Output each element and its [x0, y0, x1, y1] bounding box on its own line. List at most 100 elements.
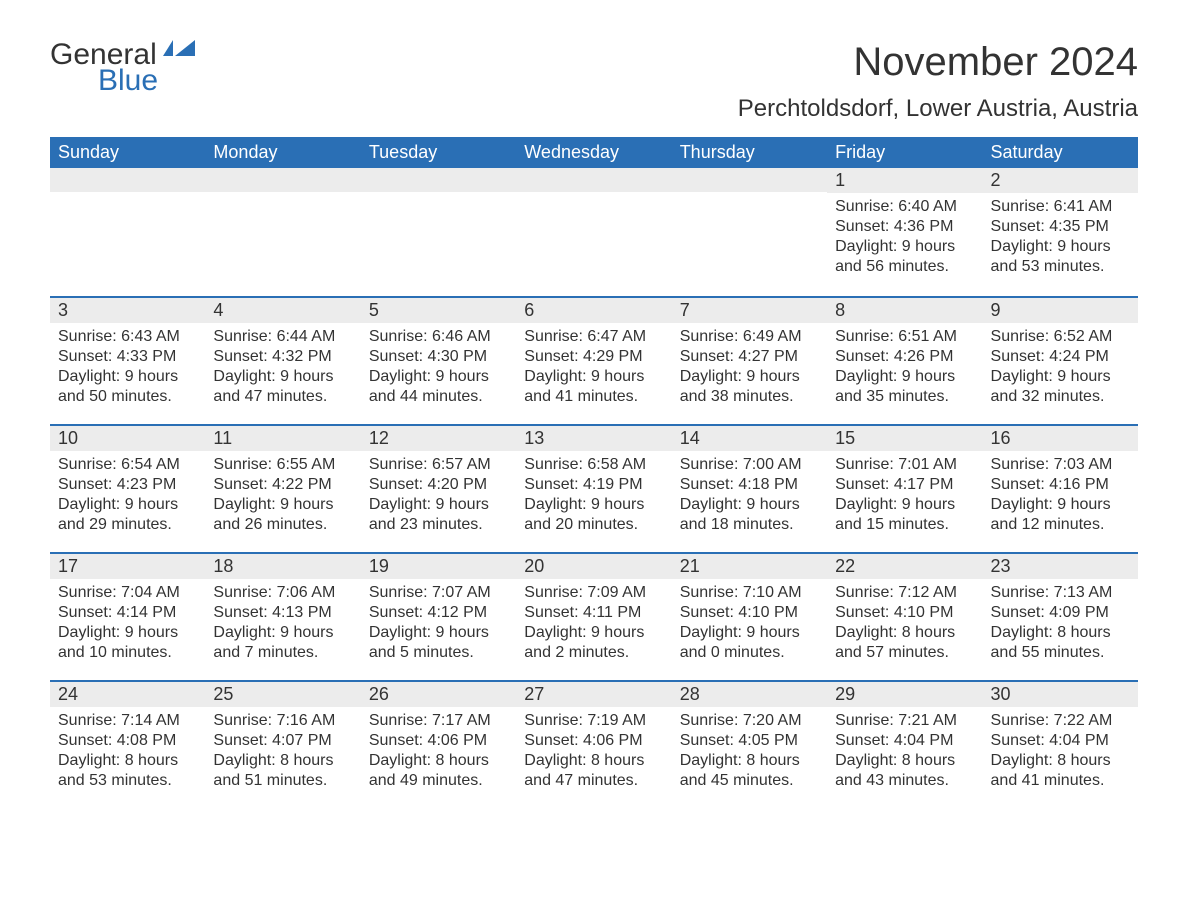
- day-body: Sunrise: 6:47 AMSunset: 4:29 PMDaylight:…: [516, 323, 671, 419]
- day-number: 21: [672, 554, 827, 579]
- page-header: General Blue November 2024 Perchtoldsdor…: [50, 40, 1138, 123]
- day-body: Sunrise: 6:52 AMSunset: 4:24 PMDaylight:…: [983, 323, 1138, 419]
- day-cell: 29Sunrise: 7:21 AMSunset: 4:04 PMDayligh…: [827, 682, 982, 808]
- day-cell: 4Sunrise: 6:44 AMSunset: 4:32 PMDaylight…: [205, 298, 360, 424]
- day-number: [516, 168, 671, 192]
- daylight-line: Daylight: 9 hours and 2 minutes.: [524, 623, 663, 663]
- daylight-line: Daylight: 9 hours and 32 minutes.: [991, 367, 1130, 407]
- day-number: 13: [516, 426, 671, 451]
- sunset-line: Sunset: 4:26 PM: [835, 347, 974, 367]
- day-number: 29: [827, 682, 982, 707]
- day-body: Sunrise: 7:16 AMSunset: 4:07 PMDaylight:…: [205, 707, 360, 803]
- logo-flag-icon: [163, 40, 197, 64]
- day-number: 22: [827, 554, 982, 579]
- location-subtitle: Perchtoldsdorf, Lower Austria, Austria: [738, 95, 1138, 123]
- sunrise-line: Sunrise: 6:52 AM: [991, 327, 1130, 347]
- day-cell: [361, 168, 516, 296]
- day-body: Sunrise: 6:51 AMSunset: 4:26 PMDaylight:…: [827, 323, 982, 419]
- daylight-line: Daylight: 8 hours and 49 minutes.: [369, 751, 508, 791]
- day-cell: 6Sunrise: 6:47 AMSunset: 4:29 PMDaylight…: [516, 298, 671, 424]
- day-cell: 11Sunrise: 6:55 AMSunset: 4:22 PMDayligh…: [205, 426, 360, 552]
- sunrise-line: Sunrise: 7:06 AM: [213, 583, 352, 603]
- sunset-line: Sunset: 4:18 PM: [680, 475, 819, 495]
- sunset-line: Sunset: 4:14 PM: [58, 603, 197, 623]
- day-cell: 14Sunrise: 7:00 AMSunset: 4:18 PMDayligh…: [672, 426, 827, 552]
- daylight-line: Daylight: 8 hours and 53 minutes.: [58, 751, 197, 791]
- day-body: Sunrise: 7:03 AMSunset: 4:16 PMDaylight:…: [983, 451, 1138, 547]
- day-number: 7: [672, 298, 827, 323]
- daylight-line: Daylight: 9 hours and 29 minutes.: [58, 495, 197, 535]
- day-body: Sunrise: 7:13 AMSunset: 4:09 PMDaylight:…: [983, 579, 1138, 675]
- day-body: Sunrise: 7:14 AMSunset: 4:08 PMDaylight:…: [50, 707, 205, 803]
- day-number: 24: [50, 682, 205, 707]
- day-body: Sunrise: 7:17 AMSunset: 4:06 PMDaylight:…: [361, 707, 516, 803]
- sunrise-line: Sunrise: 7:10 AM: [680, 583, 819, 603]
- daylight-line: Daylight: 9 hours and 0 minutes.: [680, 623, 819, 663]
- day-number: 17: [50, 554, 205, 579]
- day-cell: 9Sunrise: 6:52 AMSunset: 4:24 PMDaylight…: [983, 298, 1138, 424]
- sunset-line: Sunset: 4:29 PM: [524, 347, 663, 367]
- day-body: Sunrise: 7:10 AMSunset: 4:10 PMDaylight:…: [672, 579, 827, 675]
- daylight-line: Daylight: 9 hours and 12 minutes.: [991, 495, 1130, 535]
- day-cell: [672, 168, 827, 296]
- sunrise-line: Sunrise: 6:47 AM: [524, 327, 663, 347]
- day-number: 2: [983, 168, 1138, 193]
- day-body: Sunrise: 7:22 AMSunset: 4:04 PMDaylight:…: [983, 707, 1138, 803]
- week-row: 10Sunrise: 6:54 AMSunset: 4:23 PMDayligh…: [50, 424, 1138, 552]
- day-body: Sunrise: 7:09 AMSunset: 4:11 PMDaylight:…: [516, 579, 671, 675]
- day-body: Sunrise: 7:21 AMSunset: 4:04 PMDaylight:…: [827, 707, 982, 803]
- sunset-line: Sunset: 4:24 PM: [991, 347, 1130, 367]
- day-cell: 8Sunrise: 6:51 AMSunset: 4:26 PMDaylight…: [827, 298, 982, 424]
- sunrise-line: Sunrise: 6:58 AM: [524, 455, 663, 475]
- daylight-line: Daylight: 9 hours and 47 minutes.: [213, 367, 352, 407]
- sunrise-line: Sunrise: 7:07 AM: [369, 583, 508, 603]
- sunrise-line: Sunrise: 6:55 AM: [213, 455, 352, 475]
- sunrise-line: Sunrise: 6:51 AM: [835, 327, 974, 347]
- sunset-line: Sunset: 4:17 PM: [835, 475, 974, 495]
- sunset-line: Sunset: 4:22 PM: [213, 475, 352, 495]
- day-body: Sunrise: 7:12 AMSunset: 4:10 PMDaylight:…: [827, 579, 982, 675]
- daylight-line: Daylight: 9 hours and 7 minutes.: [213, 623, 352, 663]
- sunset-line: Sunset: 4:19 PM: [524, 475, 663, 495]
- sunrise-line: Sunrise: 7:17 AM: [369, 711, 508, 731]
- daylight-line: Daylight: 8 hours and 57 minutes.: [835, 623, 974, 663]
- sunset-line: Sunset: 4:06 PM: [369, 731, 508, 751]
- day-body: Sunrise: 7:00 AMSunset: 4:18 PMDaylight:…: [672, 451, 827, 547]
- day-cell: 27Sunrise: 7:19 AMSunset: 4:06 PMDayligh…: [516, 682, 671, 808]
- day-cell: 17Sunrise: 7:04 AMSunset: 4:14 PMDayligh…: [50, 554, 205, 680]
- day-body: Sunrise: 6:46 AMSunset: 4:30 PMDaylight:…: [361, 323, 516, 419]
- day-number: 27: [516, 682, 671, 707]
- sunrise-line: Sunrise: 7:00 AM: [680, 455, 819, 475]
- daylight-line: Daylight: 9 hours and 10 minutes.: [58, 623, 197, 663]
- sunset-line: Sunset: 4:10 PM: [680, 603, 819, 623]
- day-cell: 18Sunrise: 7:06 AMSunset: 4:13 PMDayligh…: [205, 554, 360, 680]
- sunset-line: Sunset: 4:36 PM: [835, 217, 974, 237]
- day-number: [672, 168, 827, 192]
- day-cell: 20Sunrise: 7:09 AMSunset: 4:11 PMDayligh…: [516, 554, 671, 680]
- day-cell: 28Sunrise: 7:20 AMSunset: 4:05 PMDayligh…: [672, 682, 827, 808]
- sunrise-line: Sunrise: 6:40 AM: [835, 197, 974, 217]
- sunset-line: Sunset: 4:05 PM: [680, 731, 819, 751]
- day-header: Tuesday: [361, 137, 516, 168]
- daylight-line: Daylight: 9 hours and 50 minutes.: [58, 367, 197, 407]
- daylight-line: Daylight: 9 hours and 18 minutes.: [680, 495, 819, 535]
- sunset-line: Sunset: 4:10 PM: [835, 603, 974, 623]
- sunrise-line: Sunrise: 6:54 AM: [58, 455, 197, 475]
- sunset-line: Sunset: 4:35 PM: [991, 217, 1130, 237]
- day-number: 5: [361, 298, 516, 323]
- day-body: Sunrise: 6:54 AMSunset: 4:23 PMDaylight:…: [50, 451, 205, 547]
- day-body: Sunrise: 6:57 AMSunset: 4:20 PMDaylight:…: [361, 451, 516, 547]
- daylight-line: Daylight: 9 hours and 38 minutes.: [680, 367, 819, 407]
- day-number: 25: [205, 682, 360, 707]
- day-number: 18: [205, 554, 360, 579]
- daylight-line: Daylight: 9 hours and 35 minutes.: [835, 367, 974, 407]
- daylight-line: Daylight: 8 hours and 55 minutes.: [991, 623, 1130, 663]
- day-body: Sunrise: 7:01 AMSunset: 4:17 PMDaylight:…: [827, 451, 982, 547]
- day-cell: [205, 168, 360, 296]
- sunset-line: Sunset: 4:30 PM: [369, 347, 508, 367]
- day-number: 12: [361, 426, 516, 451]
- day-cell: 15Sunrise: 7:01 AMSunset: 4:17 PMDayligh…: [827, 426, 982, 552]
- day-header: Friday: [827, 137, 982, 168]
- day-number: 30: [983, 682, 1138, 707]
- sunrise-line: Sunrise: 6:46 AM: [369, 327, 508, 347]
